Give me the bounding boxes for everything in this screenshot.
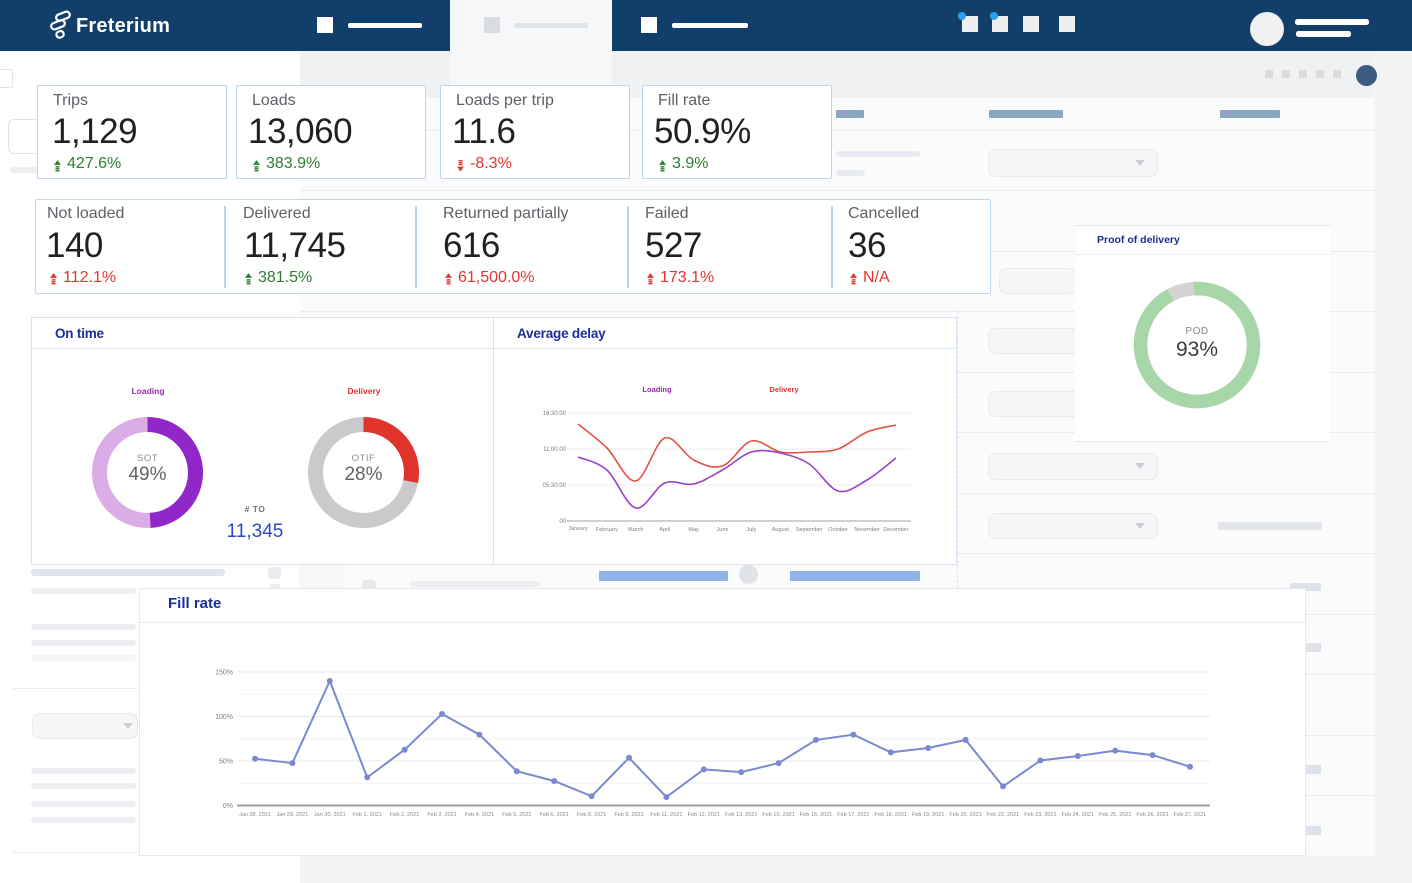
svg-text:Feb 20, 2021: Feb 20, 2021	[949, 812, 981, 818]
svg-text:05:30:00: 05:30:00	[543, 483, 567, 489]
svg-text:Loading: Loading	[642, 385, 672, 394]
svg-text:April: April	[659, 527, 670, 533]
svg-text:Feb 4, 2021: Feb 4, 2021	[465, 812, 494, 818]
svg-text:Feb 25, 2021: Feb 25, 2021	[1099, 812, 1131, 818]
svg-text:Feb 24, 2021: Feb 24, 2021	[1062, 812, 1094, 818]
svg-text:Feb 9, 2021: Feb 9, 2021	[614, 812, 643, 818]
svg-text:Feb 26, 2021: Feb 26, 2021	[1136, 812, 1168, 818]
svg-text:Feb 19, 2021: Feb 19, 2021	[912, 812, 944, 818]
svg-text:Jan 30, 2021: Jan 30, 2021	[314, 812, 346, 818]
svg-text:Jan 29, 2021: Jan 29, 2021	[276, 812, 308, 818]
svg-text:50%: 50%	[219, 759, 233, 766]
svg-text:Feb 23, 2021: Feb 23, 2021	[1024, 812, 1056, 818]
svg-text:October: October	[828, 527, 848, 533]
svg-text:November: November	[854, 527, 880, 533]
svg-text:Feb 11, 2021: Feb 11, 2021	[650, 812, 682, 818]
svg-text:February: February	[596, 527, 618, 533]
svg-text:July: July	[747, 527, 757, 533]
svg-text:16:30:00: 16:30:00	[543, 411, 567, 417]
svg-text:Feb 6, 2021: Feb 6, 2021	[540, 812, 569, 818]
svg-text:Feb 17, 2021: Feb 17, 2021	[837, 812, 869, 818]
svg-text:June: June	[717, 527, 729, 533]
svg-text:Feb 15, 2021: Feb 15, 2021	[762, 812, 794, 818]
svg-text:Feb 12, 2021: Feb 12, 2021	[688, 812, 720, 818]
svg-text:Jan 28, 2021: Jan 28, 2021	[239, 812, 271, 818]
svg-text:Feb 27, 2021: Feb 27, 2021	[1174, 812, 1206, 818]
svg-text:Feb 8, 2021: Feb 8, 2021	[577, 812, 606, 818]
svg-text:May: May	[688, 527, 699, 533]
svg-text:Feb 18, 2021: Feb 18, 2021	[875, 812, 907, 818]
svg-text:0%: 0%	[223, 803, 233, 810]
svg-text:March: March	[628, 527, 643, 533]
svg-text:Feb 3, 2021: Feb 3, 2021	[427, 812, 456, 818]
svg-text:Feb 22, 2021: Feb 22, 2021	[987, 812, 1019, 818]
svg-text:Feb 5, 2021: Feb 5, 2021	[502, 812, 531, 818]
svg-text:Feb 13, 2021: Feb 13, 2021	[725, 812, 757, 818]
svg-text:Feb 2, 2021: Feb 2, 2021	[390, 812, 419, 818]
svg-text:150%: 150%	[215, 670, 233, 677]
svg-text:January: January	[568, 526, 588, 532]
svg-text:100%: 100%	[215, 714, 233, 721]
svg-text:00: 00	[559, 519, 566, 525]
svg-text:December: December	[883, 527, 909, 533]
svg-text:Feb 16, 2021: Feb 16, 2021	[800, 812, 832, 818]
svg-text:11:00:00: 11:00:00	[543, 447, 567, 453]
svg-text:September: September	[796, 527, 823, 533]
svg-text:Feb 1, 2021: Feb 1, 2021	[353, 812, 382, 818]
svg-text:Delivery: Delivery	[769, 385, 799, 394]
svg-text:August: August	[772, 527, 790, 533]
